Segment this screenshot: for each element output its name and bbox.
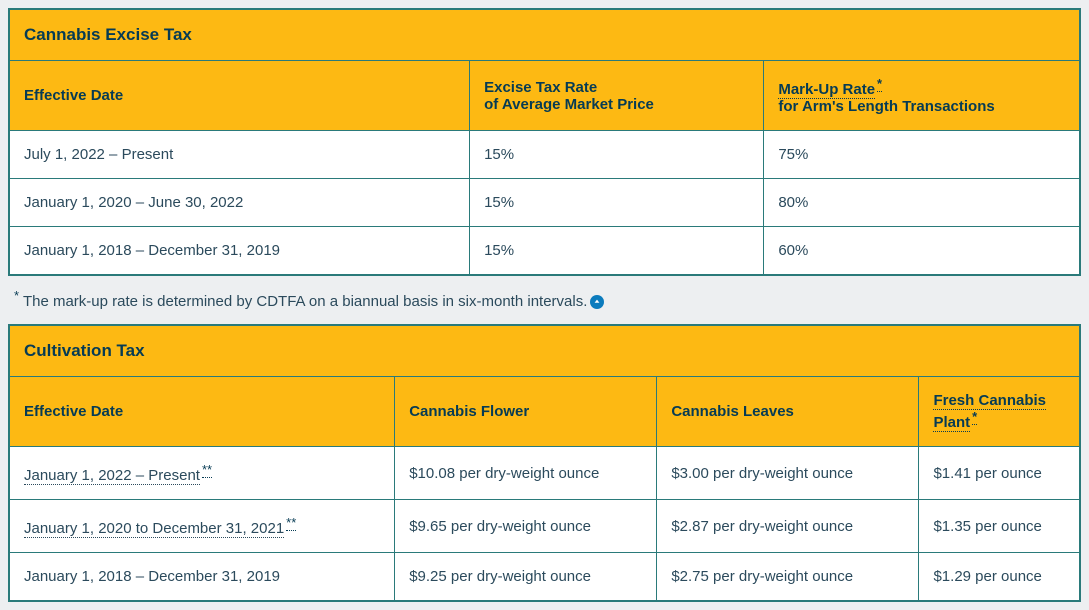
cell-plant: $1.35 per ounce [919,500,1080,553]
cell-flower: $9.25 per dry-weight ounce [395,553,657,601]
date-dotted-link[interactable]: January 1, 2020 to December 31, 2021 [24,520,284,538]
cell-leaves: $2.87 per dry-weight ounce [657,500,919,553]
col-markup-rate: Mark-Up Rate* for Arm's Length Transacti… [764,61,1080,131]
cell-rate: 15% [470,131,764,179]
markup-rate-link[interactable]: Mark-Up Rate [778,81,875,99]
plant-star-link[interactable]: * [972,409,977,425]
cell-markup: 75% [764,131,1080,179]
col-effective-date: Effective Date [10,61,470,131]
cell-plant: $1.41 per ounce [919,447,1080,500]
table-row: January 1, 2018 – December 31, 2019 15% … [10,227,1080,275]
table-row: January 1, 2018 – December 31, 2019 $9.2… [10,553,1080,601]
date-star-link[interactable]: ** [202,462,212,478]
cell-flower: $10.08 per dry-weight ounce [395,447,657,500]
cell-markup: 60% [764,227,1080,275]
cell-date: January 1, 2018 – December 31, 2019 [10,227,470,275]
table-row: July 1, 2022 – Present 15% 75% [10,131,1080,179]
cell-flower: $9.65 per dry-weight ounce [395,500,657,553]
cell-leaves: $2.75 per dry-weight ounce [657,553,919,601]
cultivation-tax-table: Cultivation Tax Effective Date Cannabis … [8,324,1081,602]
footnote-text: The mark-up rate is determined by CDTFA … [19,293,587,310]
table-row: January 1, 2022 – Present** $10.08 per d… [10,447,1080,500]
cell-rate: 15% [470,227,764,275]
cell-date: January 1, 2018 – December 31, 2019 [10,553,395,601]
cell-date: January 1, 2020 – June 30, 2022 [10,179,470,227]
fresh-plant-link[interactable]: Fresh Cannabis Plant [933,392,1046,432]
cultivation-title: Cultivation Tax [10,326,1080,377]
cell-leaves: $3.00 per dry-weight ounce [657,447,919,500]
date-star-link[interactable]: ** [286,515,296,531]
date-dotted-link[interactable]: January 1, 2022 – Present [24,467,200,485]
col-plant: Fresh Cannabis Plant* [919,377,1080,447]
cultivation-table: Cultivation Tax Effective Date Cannabis … [9,325,1080,601]
cell-date: January 1, 2022 – Present** [10,447,395,500]
table-row: January 1, 2020 – June 30, 2022 15% 80% [10,179,1080,227]
col-flower: Cannabis Flower [395,377,657,447]
excise-title: Cannabis Excise Tax [10,10,1080,61]
excise-rate-line1: Excise Tax Rate [484,79,597,96]
footnote-markup: * The mark-up rate is determined by CDTF… [8,276,1081,324]
excise-tax-table: Cannabis Excise Tax Effective Date Excis… [8,8,1081,276]
col-excise-rate: Excise Tax Rate of Average Market Price [470,61,764,131]
cell-date: January 1, 2020 to December 31, 2021** [10,500,395,553]
cell-plant: $1.29 per ounce [919,553,1080,601]
cell-rate: 15% [470,179,764,227]
cell-date: July 1, 2022 – Present [10,131,470,179]
col-effective-date: Effective Date [10,377,395,447]
cell-markup: 80% [764,179,1080,227]
col-leaves: Cannabis Leaves [657,377,919,447]
back-to-ref-icon[interactable] [590,295,604,309]
excise-rate-line2: of Average Market Price [484,96,654,113]
table-row: January 1, 2020 to December 31, 2021** $… [10,500,1080,553]
excise-table: Cannabis Excise Tax Effective Date Excis… [9,9,1080,275]
markup-star-link[interactable]: * [877,76,882,92]
markup-line2: for Arm's Length Transactions [778,98,994,115]
